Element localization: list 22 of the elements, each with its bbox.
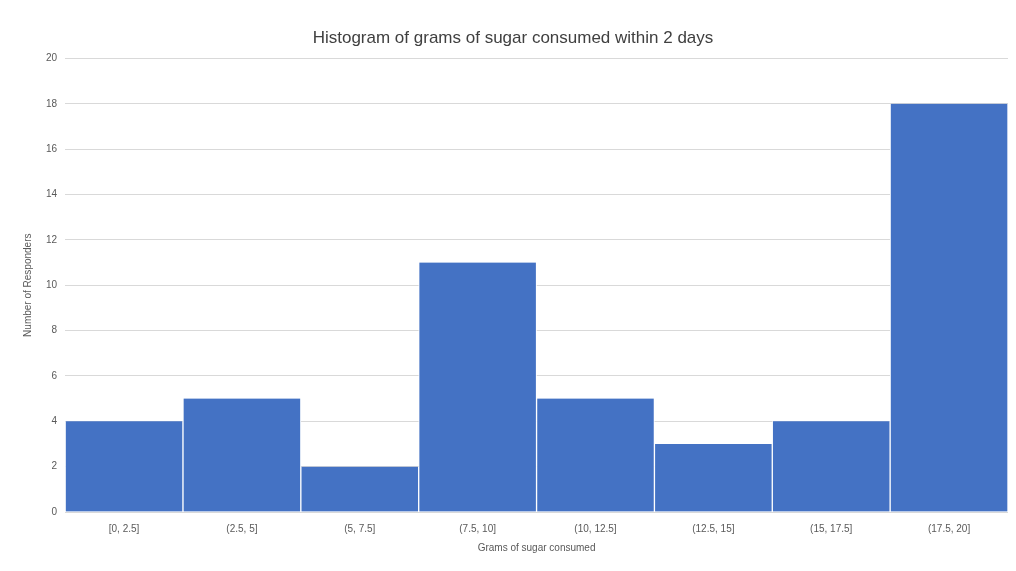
y-axis-title: Number of Responders xyxy=(21,233,33,337)
y-tick-label: 8 xyxy=(51,324,58,336)
y-tick-label: 10 xyxy=(46,278,58,290)
y-tick-label: 16 xyxy=(46,142,58,154)
y-tick-label: 0 xyxy=(51,505,58,517)
x-tick-label: (7.5, 10] xyxy=(459,522,497,534)
x-tick-label: (12.5, 15] xyxy=(692,522,735,534)
y-tick-label: 20 xyxy=(46,52,58,64)
chart-title: Histogram of grams of sugar consumed within 2 days xyxy=(312,27,714,47)
x-tick-label: (5, 7.5] xyxy=(344,522,376,534)
x-tick-label: (2.5, 5] xyxy=(226,522,258,534)
y-tick-label: 4 xyxy=(51,415,58,427)
y-tick-label: 14 xyxy=(46,188,58,200)
x-axis-title: Grams of sugar consumed xyxy=(477,541,596,553)
y-tick-label: 6 xyxy=(51,369,58,381)
x-tick-label: (17.5, 20] xyxy=(927,522,971,534)
x-tick-label: (15, 17.5] xyxy=(810,522,853,534)
y-tick-label: 2 xyxy=(51,460,58,472)
y-tick-label: 18 xyxy=(46,97,58,109)
y-tick-label: 12 xyxy=(46,233,58,245)
x-tick-label: [0, 2.5] xyxy=(108,522,140,534)
x-tick-label: (10, 12.5] xyxy=(574,522,617,534)
